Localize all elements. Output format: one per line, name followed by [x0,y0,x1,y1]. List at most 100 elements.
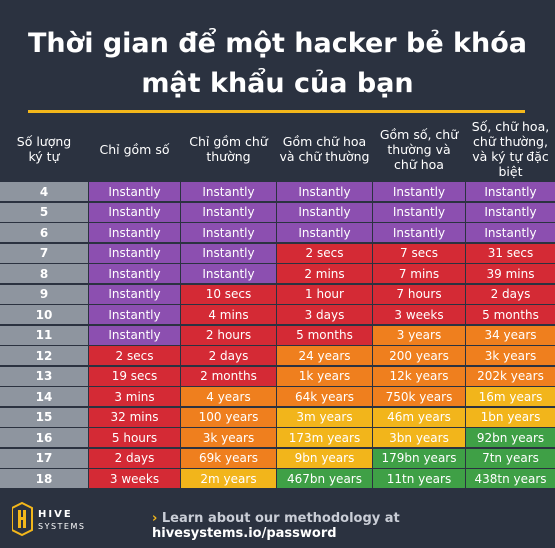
methodology-text: Learn about our methodology at [161,511,400,526]
table-row: 12 2 secs 2 days 24 years 200 years 3k years [0,346,555,365]
table-row: 17 2 days 69k years 9bn years 179bn years 7tn… [0,448,555,468]
title-line-1: Thời gian để một hacker bẻ khóa [28,28,527,59]
crack-time-cell: 5 months [466,305,555,324]
crack-time-cell: 2m years [181,469,276,488]
character-count: 8 [0,264,88,283]
crack-time-cell: 12k years [373,366,465,386]
table-row: 10 Instantly 4 mins 3 days 3 weeks 5 months [0,305,555,324]
crack-time-cell: 11tn years [373,469,465,488]
table-row: 13 19 secs 2 months 1k years 12k years 202k y… [0,366,555,386]
crack-time-cell: 64k years [277,387,372,406]
crack-time-cell: 39 mins [466,264,555,283]
crack-time-cell: 5 hours [89,428,180,447]
crack-time-cell: Instantly [466,202,555,222]
crack-time-cell: 2 days [466,284,555,304]
table-row: 11 Instantly 2 hours 5 months 3 years 34 year… [0,325,555,345]
crack-time-cell: Instantly [89,264,180,283]
crack-time-cell: 3 years [373,325,465,345]
crack-time-cell: 467bn years [277,469,372,488]
table-row: 6 Instantly Instantly Instantly Instantly Ins… [0,223,555,242]
character-count: 5 [0,202,88,222]
crack-time-cell: 2 mins [277,264,372,283]
table-row: 8 Instantly Instantly 2 mins 7 mins 39 mins [0,264,555,283]
crack-time-cell: Instantly [89,305,180,324]
crack-time-cell: Instantly [89,284,180,304]
table-row: 14 3 mins 4 years 64k years 750k years 16m ye… [0,387,555,406]
character-count: 14 [0,387,88,406]
character-count: 12 [0,346,88,365]
chevron-right-icon: › [152,511,158,526]
crack-time-cell: 2 secs [277,243,372,263]
table-row: 5 Instantly Instantly Instantly Instantly Ins… [0,202,555,222]
crack-time-cell: 2 days [89,448,180,468]
title-underline [28,110,525,113]
character-count: 17 [0,448,88,468]
character-count: 6 [0,223,88,242]
crack-time-cell: 10 secs [181,284,276,304]
crack-time-cell: 7 mins [373,264,465,283]
svg-text:SYSTEMS: SYSTEMS [38,522,85,531]
crack-time-cell: 7 hours [373,284,465,304]
crack-time-cell: 2 days [181,346,276,365]
crack-time-cell: 3 weeks [373,305,465,324]
character-count: 11 [0,325,88,345]
crack-time-cell: Instantly [466,182,555,201]
crack-time-cell: Instantly [277,223,372,242]
crack-time-cell: Instantly [181,202,276,222]
crack-time-cell: 5 months [277,325,372,345]
crack-time-cell: Instantly [181,243,276,263]
crack-time-cell: 3k years [466,346,555,365]
crack-time-cell: 32 mins [89,407,180,427]
crack-time-cell: Instantly [181,223,276,242]
crack-time-cell: 1k years [277,366,372,386]
crack-time-cell: 7tn years [466,448,555,468]
column-header-4: Gồm số, chữ thường và chữ hoa [379,126,459,172]
table-row: 18 3 weeks 2m years 467bn years 11tn years 43… [0,469,555,488]
table-row: 16 5 hours 3k years 173m years 3bn years 92bn… [0,428,555,447]
crack-time-cell: 3 days [277,305,372,324]
crack-time-cell: 34 years [466,325,555,345]
crack-time-cell: 46m years [373,407,465,427]
column-header-0: Số lượng ký tự [16,134,72,164]
crack-time-cell: 200 years [373,346,465,365]
crack-time-cell: 3m years [277,407,372,427]
crack-time-cell: 7 secs [373,243,465,263]
character-count: 9 [0,284,88,304]
column-header-3: Gồm chữ hoa và chữ thường [279,134,370,164]
character-count: 7 [0,243,88,263]
crack-time-cell: Instantly [373,223,465,242]
crack-time-cell: Instantly [277,202,372,222]
crack-time-cell: 750k years [373,387,465,406]
crack-time-cell: 31 secs [466,243,555,263]
methodology-link[interactable]: › Learn about our methodology at hivesys… [152,511,555,541]
crack-time-cell: 202k years [466,366,555,386]
character-count: 16 [0,428,88,447]
title-line-2: mật khẩu của bạn [141,68,414,99]
character-count: 18 [0,469,88,488]
crack-time-cell: 179bn years [373,448,465,468]
column-header-2: Chỉ gồm chữ thường [189,134,268,164]
column-header-5: Số, chữ hoa, chữ thường, và ký tự đặc bi… [471,119,550,179]
character-count: 13 [0,366,88,386]
crack-time-cell: 3 weeks [89,469,180,488]
crack-time-cell: 4 years [181,387,276,406]
crack-time-cell: 173m years [277,428,372,447]
crack-time-cell: Instantly [466,223,555,242]
crack-time-cell: Instantly [181,264,276,283]
crack-time-cell: Instantly [89,243,180,263]
crack-time-cell: 16m years [466,387,555,406]
crack-time-cell: 19 secs [89,366,180,386]
methodology-url[interactable]: hivesystems.io/password [152,526,337,541]
crack-time-cell: 9bn years [277,448,372,468]
crack-time-cell: 3 mins [89,387,180,406]
crack-time-cell: Instantly [89,202,180,222]
crack-time-cell: 92bn years [466,428,555,447]
crack-time-cell: Instantly [373,182,465,201]
page-title: Thời gian để một hacker bẻ khóa mật khẩu… [0,24,555,104]
table-row: 7 Instantly Instantly 2 secs 7 secs 31 secs [0,243,555,263]
column-header-1: Chỉ gồm số [99,141,170,157]
crack-time-cell: Instantly [89,325,180,345]
crack-time-cell: 3bn years [373,428,465,447]
crack-time-cell: 1bn years [466,407,555,427]
table-row: 15 32 mins 100 years 3m years 46m years 1bn y… [0,407,555,427]
